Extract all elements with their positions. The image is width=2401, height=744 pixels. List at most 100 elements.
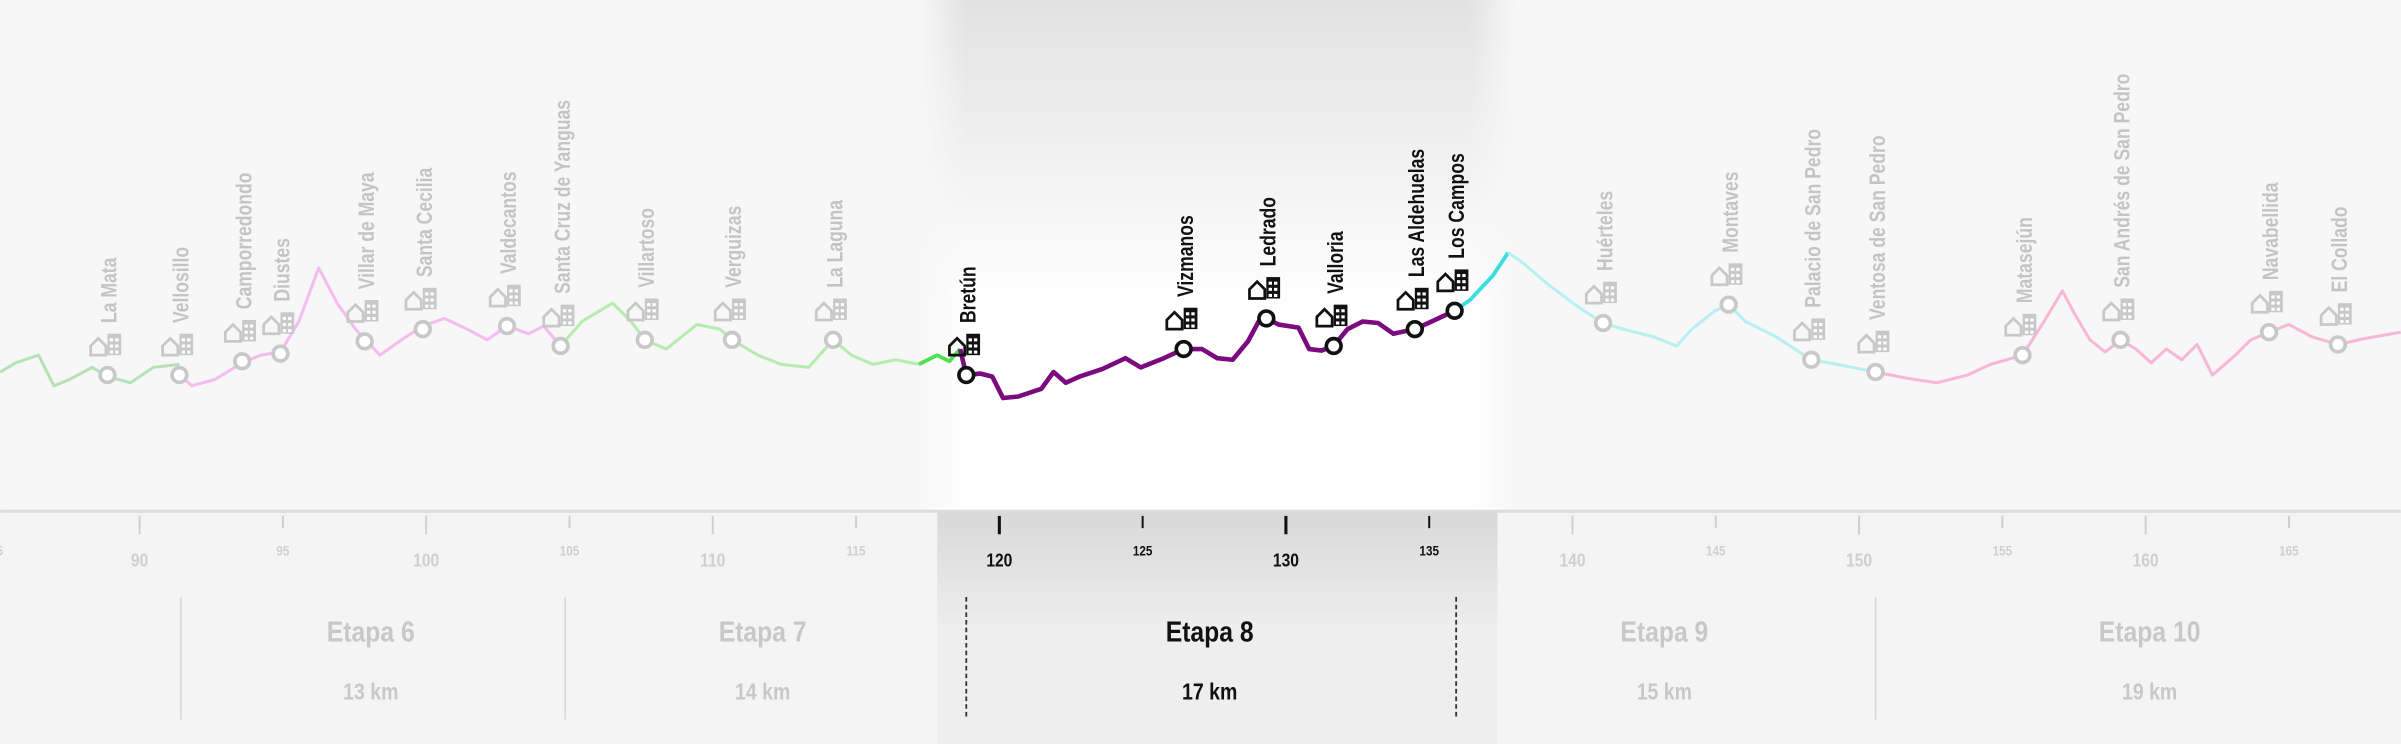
town: Valdecantos (488, 171, 522, 336)
window (109, 338, 114, 342)
window (115, 338, 119, 342)
window (2030, 324, 2034, 328)
stage-distance: 14 km (735, 679, 790, 705)
window (562, 315, 567, 319)
town-marker (170, 365, 189, 385)
window (835, 315, 839, 319)
tick-label: 85 (0, 543, 3, 559)
window (1273, 281, 1278, 285)
stage-distance: 17 km (1182, 679, 1237, 705)
window (509, 301, 513, 305)
stage-distance: 13 km (343, 679, 398, 705)
town-label: Diustes (271, 238, 296, 301)
town: Villar de Maya (346, 172, 379, 351)
tick-label: 105 (560, 543, 580, 559)
window (282, 316, 287, 320)
building-icon (364, 300, 379, 322)
window (1605, 286, 1609, 290)
window (562, 321, 567, 325)
window (739, 303, 744, 307)
town-marker (722, 330, 742, 350)
window (1268, 281, 1272, 285)
tick-label: 140 (1559, 550, 1585, 570)
window (1273, 287, 1278, 291)
house-icon (1248, 279, 1267, 300)
town: El Collado (2319, 206, 2353, 354)
town-marker (2013, 345, 2032, 365)
window (968, 338, 972, 342)
window (1877, 341, 1882, 345)
town-label: Valloria (1324, 231, 1349, 294)
town-marker (551, 336, 570, 356)
window (1456, 274, 1461, 278)
window (1813, 335, 1817, 339)
house-icon (488, 287, 507, 308)
town-label: Navabellida (2259, 182, 2284, 280)
building-icon (560, 304, 575, 327)
window (2122, 309, 2127, 313)
window (1818, 323, 1823, 327)
window (1736, 280, 1740, 284)
window (425, 292, 429, 296)
town-label: San Andrés de San Pedro (2111, 74, 2136, 288)
town-marker (355, 332, 374, 351)
house-icon (223, 322, 243, 343)
house-icon (262, 314, 281, 336)
window (1736, 274, 1740, 278)
town: Diustes (262, 238, 296, 363)
building-icon (107, 333, 122, 356)
building-icon (1266, 277, 1281, 299)
town-label: Huérteles (1593, 191, 1618, 271)
window (840, 315, 845, 319)
town-label: Montaves (1719, 172, 1744, 253)
window (509, 295, 513, 299)
town-marker (271, 344, 290, 363)
town-marker (232, 352, 252, 371)
window (1341, 309, 1345, 313)
town-marker (98, 365, 117, 385)
window (1818, 335, 1823, 339)
window (2271, 295, 2275, 299)
window (514, 295, 519, 299)
town: Valloria (1315, 231, 1349, 356)
town-marker (497, 316, 517, 336)
house-icon (346, 302, 365, 323)
window (840, 309, 845, 313)
window (1462, 280, 1466, 284)
window (1268, 293, 1272, 297)
stage-name: Etapa 9 (1620, 616, 1708, 648)
window (1422, 292, 1426, 296)
town: Ventosa de San Pedro (1857, 135, 1890, 382)
window (288, 316, 292, 320)
house-icon (1315, 307, 1334, 328)
window (973, 350, 978, 354)
window (1191, 324, 1195, 328)
window (1273, 293, 1278, 297)
town-marker (1257, 309, 1276, 328)
window (1730, 267, 1735, 271)
building-icon (732, 298, 746, 320)
building-icon (966, 333, 981, 356)
town-label: El Collado (2328, 206, 2353, 292)
tick-label: 90 (131, 550, 148, 570)
window (1605, 298, 1609, 302)
town-label: Verguizas (722, 206, 747, 288)
window (647, 315, 651, 319)
window (366, 316, 371, 320)
building-icon (2022, 313, 2037, 336)
window (1341, 321, 1345, 325)
building-icon (2337, 303, 2352, 325)
house-icon (2004, 316, 2023, 337)
building-icon (1728, 263, 1743, 285)
town: Vellosillo (161, 247, 194, 385)
town-label: Matasejún (2013, 217, 2038, 303)
town-label: Bretún (957, 266, 982, 323)
window (1191, 312, 1195, 316)
window (2340, 307, 2344, 311)
window (1341, 315, 1345, 319)
window (647, 303, 651, 307)
window (2128, 309, 2132, 313)
window (1883, 341, 1887, 345)
building-icon (242, 319, 256, 342)
window (647, 309, 651, 313)
